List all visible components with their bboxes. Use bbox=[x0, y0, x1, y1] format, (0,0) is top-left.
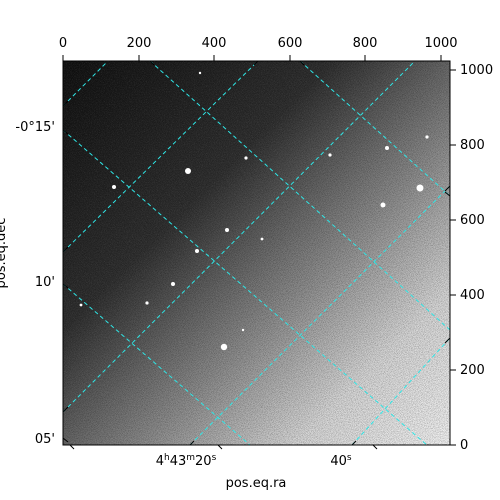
right-tick-label: 0 bbox=[460, 438, 468, 453]
dec-tick-label: 05' bbox=[35, 432, 55, 447]
ra-tick-label: 40s bbox=[330, 453, 352, 469]
ra-axis: 4h43m20s 40s bbox=[156, 453, 352, 469]
y-axis-title: pos.eq.dec bbox=[0, 218, 9, 289]
coordinate-grid bbox=[63, 61, 450, 445]
right-axis: 0 200 400 600 800 1000 bbox=[450, 63, 493, 453]
dec-tick-label: -0°15' bbox=[15, 120, 55, 135]
top-tick-label: 200 bbox=[127, 36, 152, 51]
plot-frame bbox=[62, 60, 451, 446]
ra-tick-label: 4h43m20s bbox=[156, 453, 217, 469]
top-tick-label: 0 bbox=[59, 36, 67, 51]
wcs-edge-ticks bbox=[62, 60, 451, 450]
right-tick-label: 400 bbox=[460, 288, 485, 303]
dec-tick-label: 10' bbox=[35, 275, 55, 290]
stars bbox=[79, 71, 429, 351]
x-axis-title: pos.eq.ra bbox=[226, 476, 287, 491]
top-tick-label: 600 bbox=[278, 36, 303, 51]
top-tick-label: 1000 bbox=[424, 36, 457, 51]
dec-axis: -0°15' 10' 05' bbox=[15, 120, 55, 447]
sky-image bbox=[63, 61, 450, 445]
right-tick-label: 800 bbox=[460, 138, 485, 153]
top-tick-label: 800 bbox=[353, 36, 378, 51]
right-tick-label: 600 bbox=[460, 213, 485, 228]
right-tick-label: 1000 bbox=[460, 63, 493, 78]
top-tick-label: 400 bbox=[202, 36, 227, 51]
right-tick-label: 200 bbox=[460, 363, 485, 378]
top-axis: 0 200 400 600 800 1000 bbox=[59, 36, 458, 61]
